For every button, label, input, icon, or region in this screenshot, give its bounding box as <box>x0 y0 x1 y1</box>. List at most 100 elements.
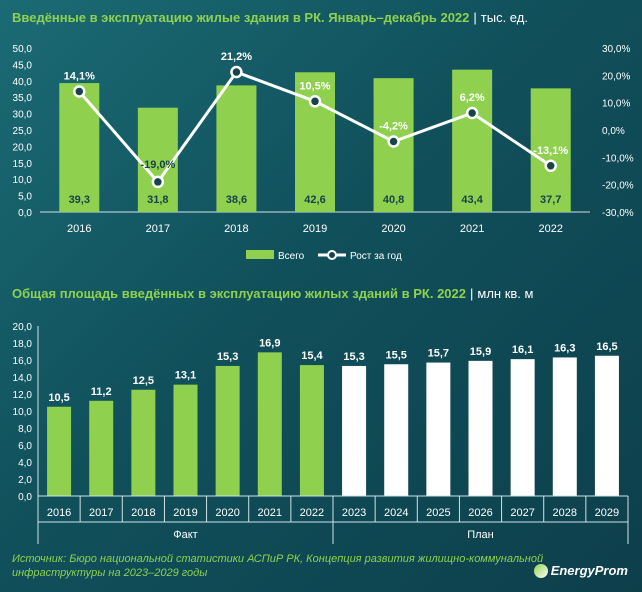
chart1-xtick-label: 2017 <box>146 223 170 235</box>
chart2-title-row: Общая площадь введённых в эксплуатацию ж… <box>12 286 533 301</box>
chart2-xtick-label: 2017 <box>89 507 113 519</box>
chart1-xtick-label: 2022 <box>538 223 562 235</box>
chart1-bar-label: 31,8 <box>147 194 168 206</box>
chart2-group-label: План <box>467 529 494 541</box>
chart2-xtick-label: 2024 <box>384 507 408 519</box>
chart1-y2tick-label: -20,0% <box>602 181 634 192</box>
chart1-bar-label: 40,8 <box>383 194 404 206</box>
chart1-xtick-label: 2020 <box>381 223 405 235</box>
energyprom-logo: EnergyProm <box>533 563 628 578</box>
chart2-xtick-label: 2022 <box>300 507 324 519</box>
chart1-bar <box>530 88 571 212</box>
chart1-title: Введённые в эксплуатацию жилые здания в … <box>12 10 470 25</box>
chart2-bar <box>257 352 282 496</box>
chart2-xtick-label: 2021 <box>258 507 282 519</box>
chart2-ytick-label: 10,0 <box>13 407 33 418</box>
chart2-bar <box>468 360 493 496</box>
chart2-title-separator: | <box>469 286 474 301</box>
chart1-bar <box>216 85 257 212</box>
chart2-ytick-label: 8,0 <box>18 424 32 435</box>
chart1-xtick-label: 2021 <box>460 223 484 235</box>
chart2-ytick-label: 20,0 <box>13 322 33 333</box>
chart2-bar <box>552 357 577 496</box>
chart2-bar-label: 13,1 <box>175 370 196 382</box>
chart1-growth-label: -13,1% <box>533 145 568 157</box>
chart2-svg: 0,0 2,0 4,0 6,0 8,0 10,0 12,0 14,0 16,0 18,0 20,0 1… <box>13 322 629 544</box>
chart1-y2tick-label: -10,0% <box>602 153 634 164</box>
chart2-bar <box>342 365 367 496</box>
chart1-ytick-label: 25,0 <box>13 126 33 137</box>
chart2-xtick-label: 2018 <box>131 507 155 519</box>
chart1-legend-swatch-bars <box>246 250 274 259</box>
chart2-bar-label: 16,1 <box>512 344 533 356</box>
chart2-title: Общая площадь введённых в эксплуатацию ж… <box>12 286 466 301</box>
chart2-xtick-label: 2025 <box>426 507 450 519</box>
chart1-y2tick-label: 20,0% <box>602 71 630 82</box>
chart2-xtick-label: 2026 <box>468 507 492 519</box>
chart1-xtick-label: 2019 <box>303 223 327 235</box>
chart2-bar-label: 15,5 <box>386 349 407 361</box>
chart2-xtick-label: 2016 <box>47 507 71 519</box>
chart1-y2tick-label: 10,0% <box>602 99 630 110</box>
chart2-bar-label: 11,2 <box>91 386 112 398</box>
chart2-ytick-label: 16,0 <box>13 356 33 367</box>
chart1-growth-label: 21,2% <box>221 51 252 63</box>
chart2-ytick-label: 18,0 <box>13 339 33 350</box>
chart1-ytick-label: 45,0 <box>13 60 33 71</box>
chart2-xtick-label: 2027 <box>510 507 534 519</box>
chart1-bar <box>137 107 178 212</box>
chart1-growth-label: -4,2% <box>379 120 408 132</box>
chart2-unit: млн кв. м <box>477 286 534 301</box>
chart1-y2tick-label: 0,0% <box>602 126 625 137</box>
chart2-bar-label: 12,5 <box>133 375 154 387</box>
chart1-bar-label: 37,7 <box>540 194 561 206</box>
chart1-xtick-label: 2016 <box>67 223 91 235</box>
chart2-ytick-label: 12,0 <box>13 390 33 401</box>
chart1-y2tick-label: 30,0% <box>602 44 630 55</box>
chart2-bar-label: 16,5 <box>596 341 617 353</box>
chart1-ytick-label: 20,0 <box>13 142 33 153</box>
chart2-bar <box>215 365 240 496</box>
chart2-xtick-label: 2020 <box>215 507 239 519</box>
chart2-bar <box>594 355 619 496</box>
chart1-bar <box>452 69 493 212</box>
chart2-bar-label: 15,9 <box>470 346 491 358</box>
chart1-xtick-label: 2018 <box>224 223 248 235</box>
chart1-ytick-label: 10,0 <box>13 175 33 186</box>
chart1-svg: 0,0 5,0 10,0 15,0 20,0 25,0 30,0 35,0 40,0 45,0 50… <box>13 44 634 262</box>
chart1-ytick-label: 40,0 <box>13 77 33 88</box>
chart1-growth-point <box>308 95 322 108</box>
chart2-bar-label: 15,3 <box>217 351 238 363</box>
chart1-growth-label: 6,2% <box>460 92 485 104</box>
chart2-bar-label: 15,7 <box>428 348 449 360</box>
chart1-title-row: Введённые в эксплуатацию жилые здания в … <box>12 10 528 25</box>
chart1-legend-swatch-marker <box>327 250 337 260</box>
chart1-growth-point <box>73 85 86 98</box>
chart2-bar-label: 15,3 <box>343 351 364 363</box>
chart1-bar-label: 39,3 <box>69 194 90 206</box>
chart2-bar <box>47 406 72 496</box>
energyprom-logo-text: EnergyProm <box>550 563 628 578</box>
chart1-growth-point <box>544 159 557 173</box>
energyprom-logo-icon <box>533 563 548 578</box>
chart2-xtick-label: 2028 <box>553 507 577 519</box>
chart1-growth-point <box>230 65 243 79</box>
chart2-ytick-label: 6,0 <box>18 441 32 452</box>
chart1-y2tick-label: -30,0% <box>602 208 634 219</box>
chart1-title-separator: | <box>473 10 477 25</box>
chart1-ytick-label: 50,0 <box>13 44 33 55</box>
chart2-ytick-label: 2,0 <box>18 475 32 486</box>
chart2-bar <box>299 365 324 496</box>
chart1-bar-label: 38,6 <box>226 194 247 206</box>
chart2-bar-label: 15,4 <box>301 350 323 362</box>
chart2-bar-label: 16,3 <box>554 342 575 354</box>
chart1-ytick-label: 0,0 <box>18 208 32 219</box>
chart2-ytick-label: 14,0 <box>13 373 33 384</box>
chart2-xtick-label: 2023 <box>342 507 366 519</box>
chart1-growth-point <box>387 135 400 148</box>
chart1-growth-label: 10,5% <box>299 80 330 92</box>
source-note: Источник: Бюро национальной статистики А… <box>12 553 544 579</box>
chart1-legend-label-bars: Всего <box>278 251 305 262</box>
chart2-bar <box>510 359 535 496</box>
chart2-bar <box>131 389 156 496</box>
